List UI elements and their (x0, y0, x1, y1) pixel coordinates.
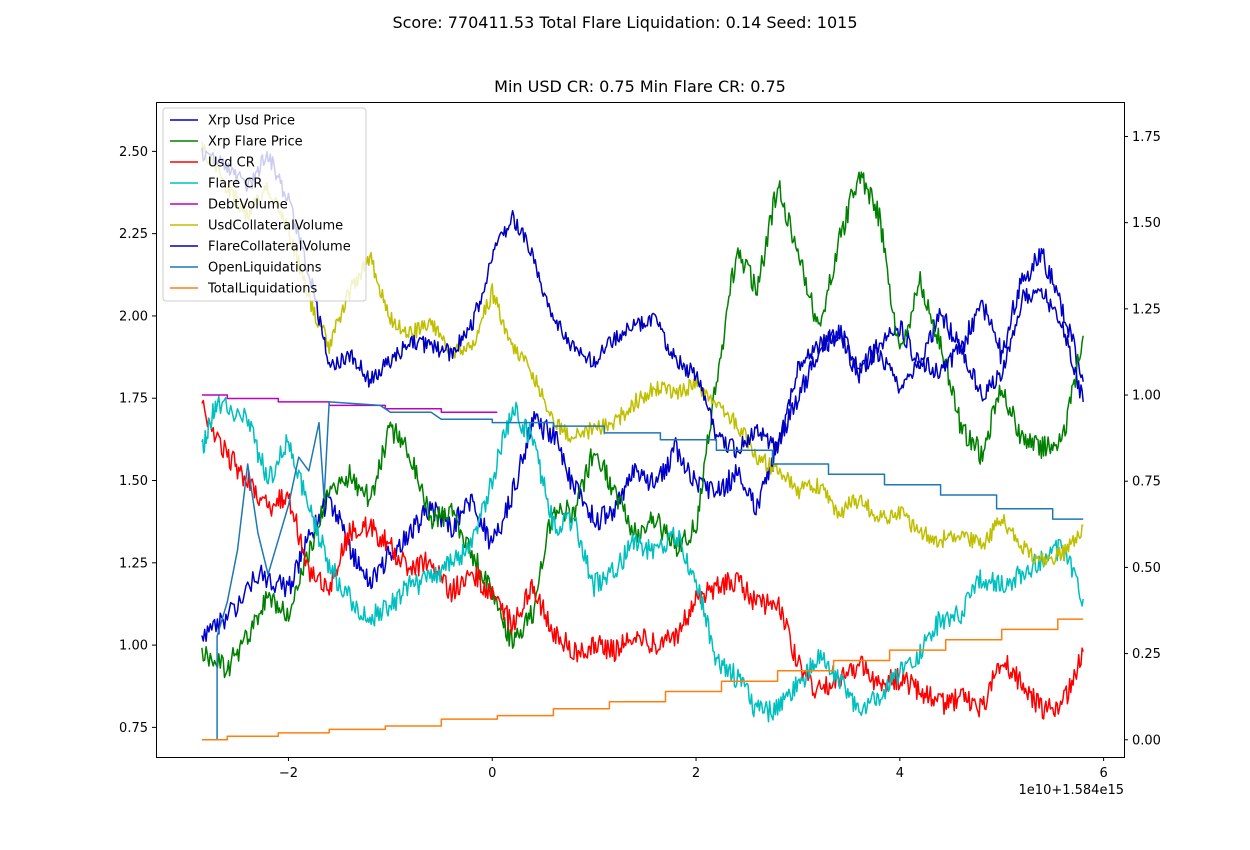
y-left-tick-label: 1.50 (119, 474, 148, 489)
y-right-tick-label: 1.75 (1132, 130, 1161, 145)
y-right-tick-label: 0.50 (1132, 561, 1161, 576)
legend-label-usd-cr: Usd CR (208, 156, 255, 171)
figure-title: Score: 770411.53 Total Flare Liquidation… (392, 13, 858, 32)
series-line-xrp-usd-price (201, 247, 1084, 642)
axes-frame (156, 102, 1125, 758)
legend: Xrp Usd Price Xrp Flare Price Usd CR Flare … (162, 107, 367, 302)
legend-label-usdcollateralvolume: UsdCollateralVolume (208, 219, 343, 234)
legend-box (162, 107, 367, 302)
legend-label-flare-cr: Flare CR (208, 177, 262, 192)
x-axis: −2 0 2 4 6 (279, 757, 1108, 781)
y-left-tick-label: 0.75 (119, 721, 148, 736)
series-line-xrp-flare-price (201, 171, 1084, 679)
legend-label-openliquidations: OpenLiquidations (208, 261, 322, 276)
y-left-tick-label: 1.75 (119, 392, 148, 407)
legend-label-xrp-usd-price: Xrp Usd Price (208, 114, 295, 129)
y-axis-left: 0.75 1.00 1.25 1.50 1.75 2.00 2.25 2.50 (119, 145, 156, 736)
y-left-tick-label: 2.00 (119, 309, 148, 324)
x-tick-label: 2 (692, 766, 700, 781)
y-left-tick-label: 2.50 (119, 145, 148, 160)
y-right-tick-label: 0.00 (1132, 733, 1161, 748)
y-right-tick-label: 1.50 (1132, 216, 1161, 231)
x-tick-label: −2 (279, 766, 298, 781)
y-right-tick-label: 0.25 (1132, 647, 1161, 662)
y-left-tick-label: 2.25 (119, 227, 148, 242)
series-line-flarecollateralvolume (201, 147, 1084, 459)
x-offset-label: 1e10+1.584e15 (1019, 783, 1124, 798)
legend-label-totalliquidations: TotalLiquidations (207, 282, 317, 297)
x-tick-label: 0 (488, 766, 496, 781)
series-line-usd-cr (201, 399, 1084, 720)
y-right-tick-label: 1.00 (1132, 389, 1161, 404)
legend-label-xrp-flare-price: Xrp Flare Price (208, 135, 303, 150)
axes-title: Min USD CR: 0.75 Min Flare CR: 0.75 (494, 77, 786, 96)
series-line-flare-cr (201, 395, 1084, 723)
legend-label-debtvolume: DebtVolume (208, 198, 288, 213)
legend-label-flarecollateralvolume: FlareCollateralVolume (208, 240, 351, 255)
x-tick-label: 4 (896, 766, 904, 781)
x-tick-label: 6 (1099, 766, 1107, 781)
series-line-openliquidations (201, 401, 1084, 741)
y-axis-right: 0.00 0.25 0.50 0.75 1.00 1.25 1.50 1.75 (1124, 130, 1161, 748)
y-left-tick-label: 1.00 (119, 639, 148, 654)
y-right-tick-label: 1.25 (1132, 302, 1161, 317)
series-line-totalliquidations (201, 618, 1084, 741)
y-right-tick-label: 0.75 (1132, 475, 1161, 490)
y-left-tick-label: 1.25 (119, 556, 148, 571)
